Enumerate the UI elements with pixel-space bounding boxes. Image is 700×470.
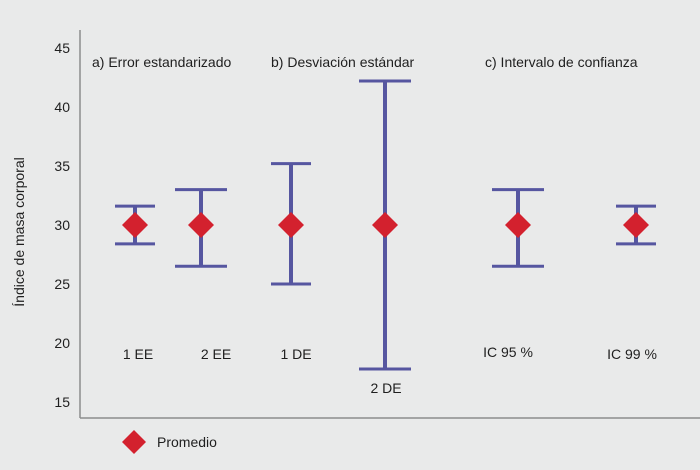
y-tick-label: 15 bbox=[54, 394, 70, 410]
category-label: 1 DE bbox=[280, 346, 311, 362]
category-label: 2 EE bbox=[201, 346, 231, 362]
section-title: c) Intervalo de confianza bbox=[485, 54, 638, 70]
legend-label: Promedio bbox=[157, 434, 217, 450]
y-tick-label: 25 bbox=[54, 276, 70, 292]
mean-diamond-marker bbox=[372, 212, 398, 238]
y-tick-label: 30 bbox=[54, 217, 70, 233]
y-axis-label: Índice de masa corporal bbox=[11, 157, 27, 306]
legend-diamond-icon bbox=[122, 430, 146, 454]
y-tick-label: 35 bbox=[54, 158, 70, 174]
mean-diamond-marker bbox=[623, 212, 649, 238]
mean-diamond-marker bbox=[505, 212, 531, 238]
category-label: IC 95 % bbox=[483, 344, 533, 360]
section-title: b) Desviación estándar bbox=[271, 54, 415, 70]
category-label: 1 EE bbox=[123, 346, 153, 362]
y-tick-label: 20 bbox=[54, 335, 70, 351]
category-label: 2 DE bbox=[370, 380, 401, 396]
category-label: IC 99 % bbox=[607, 346, 657, 362]
mean-diamond-marker bbox=[278, 212, 304, 238]
y-tick-label: 45 bbox=[54, 40, 70, 56]
mean-diamond-marker bbox=[188, 212, 214, 238]
section-title: a) Error estandarizado bbox=[92, 54, 232, 70]
mean-diamond-marker bbox=[122, 212, 148, 238]
y-tick-label: 40 bbox=[54, 99, 70, 115]
